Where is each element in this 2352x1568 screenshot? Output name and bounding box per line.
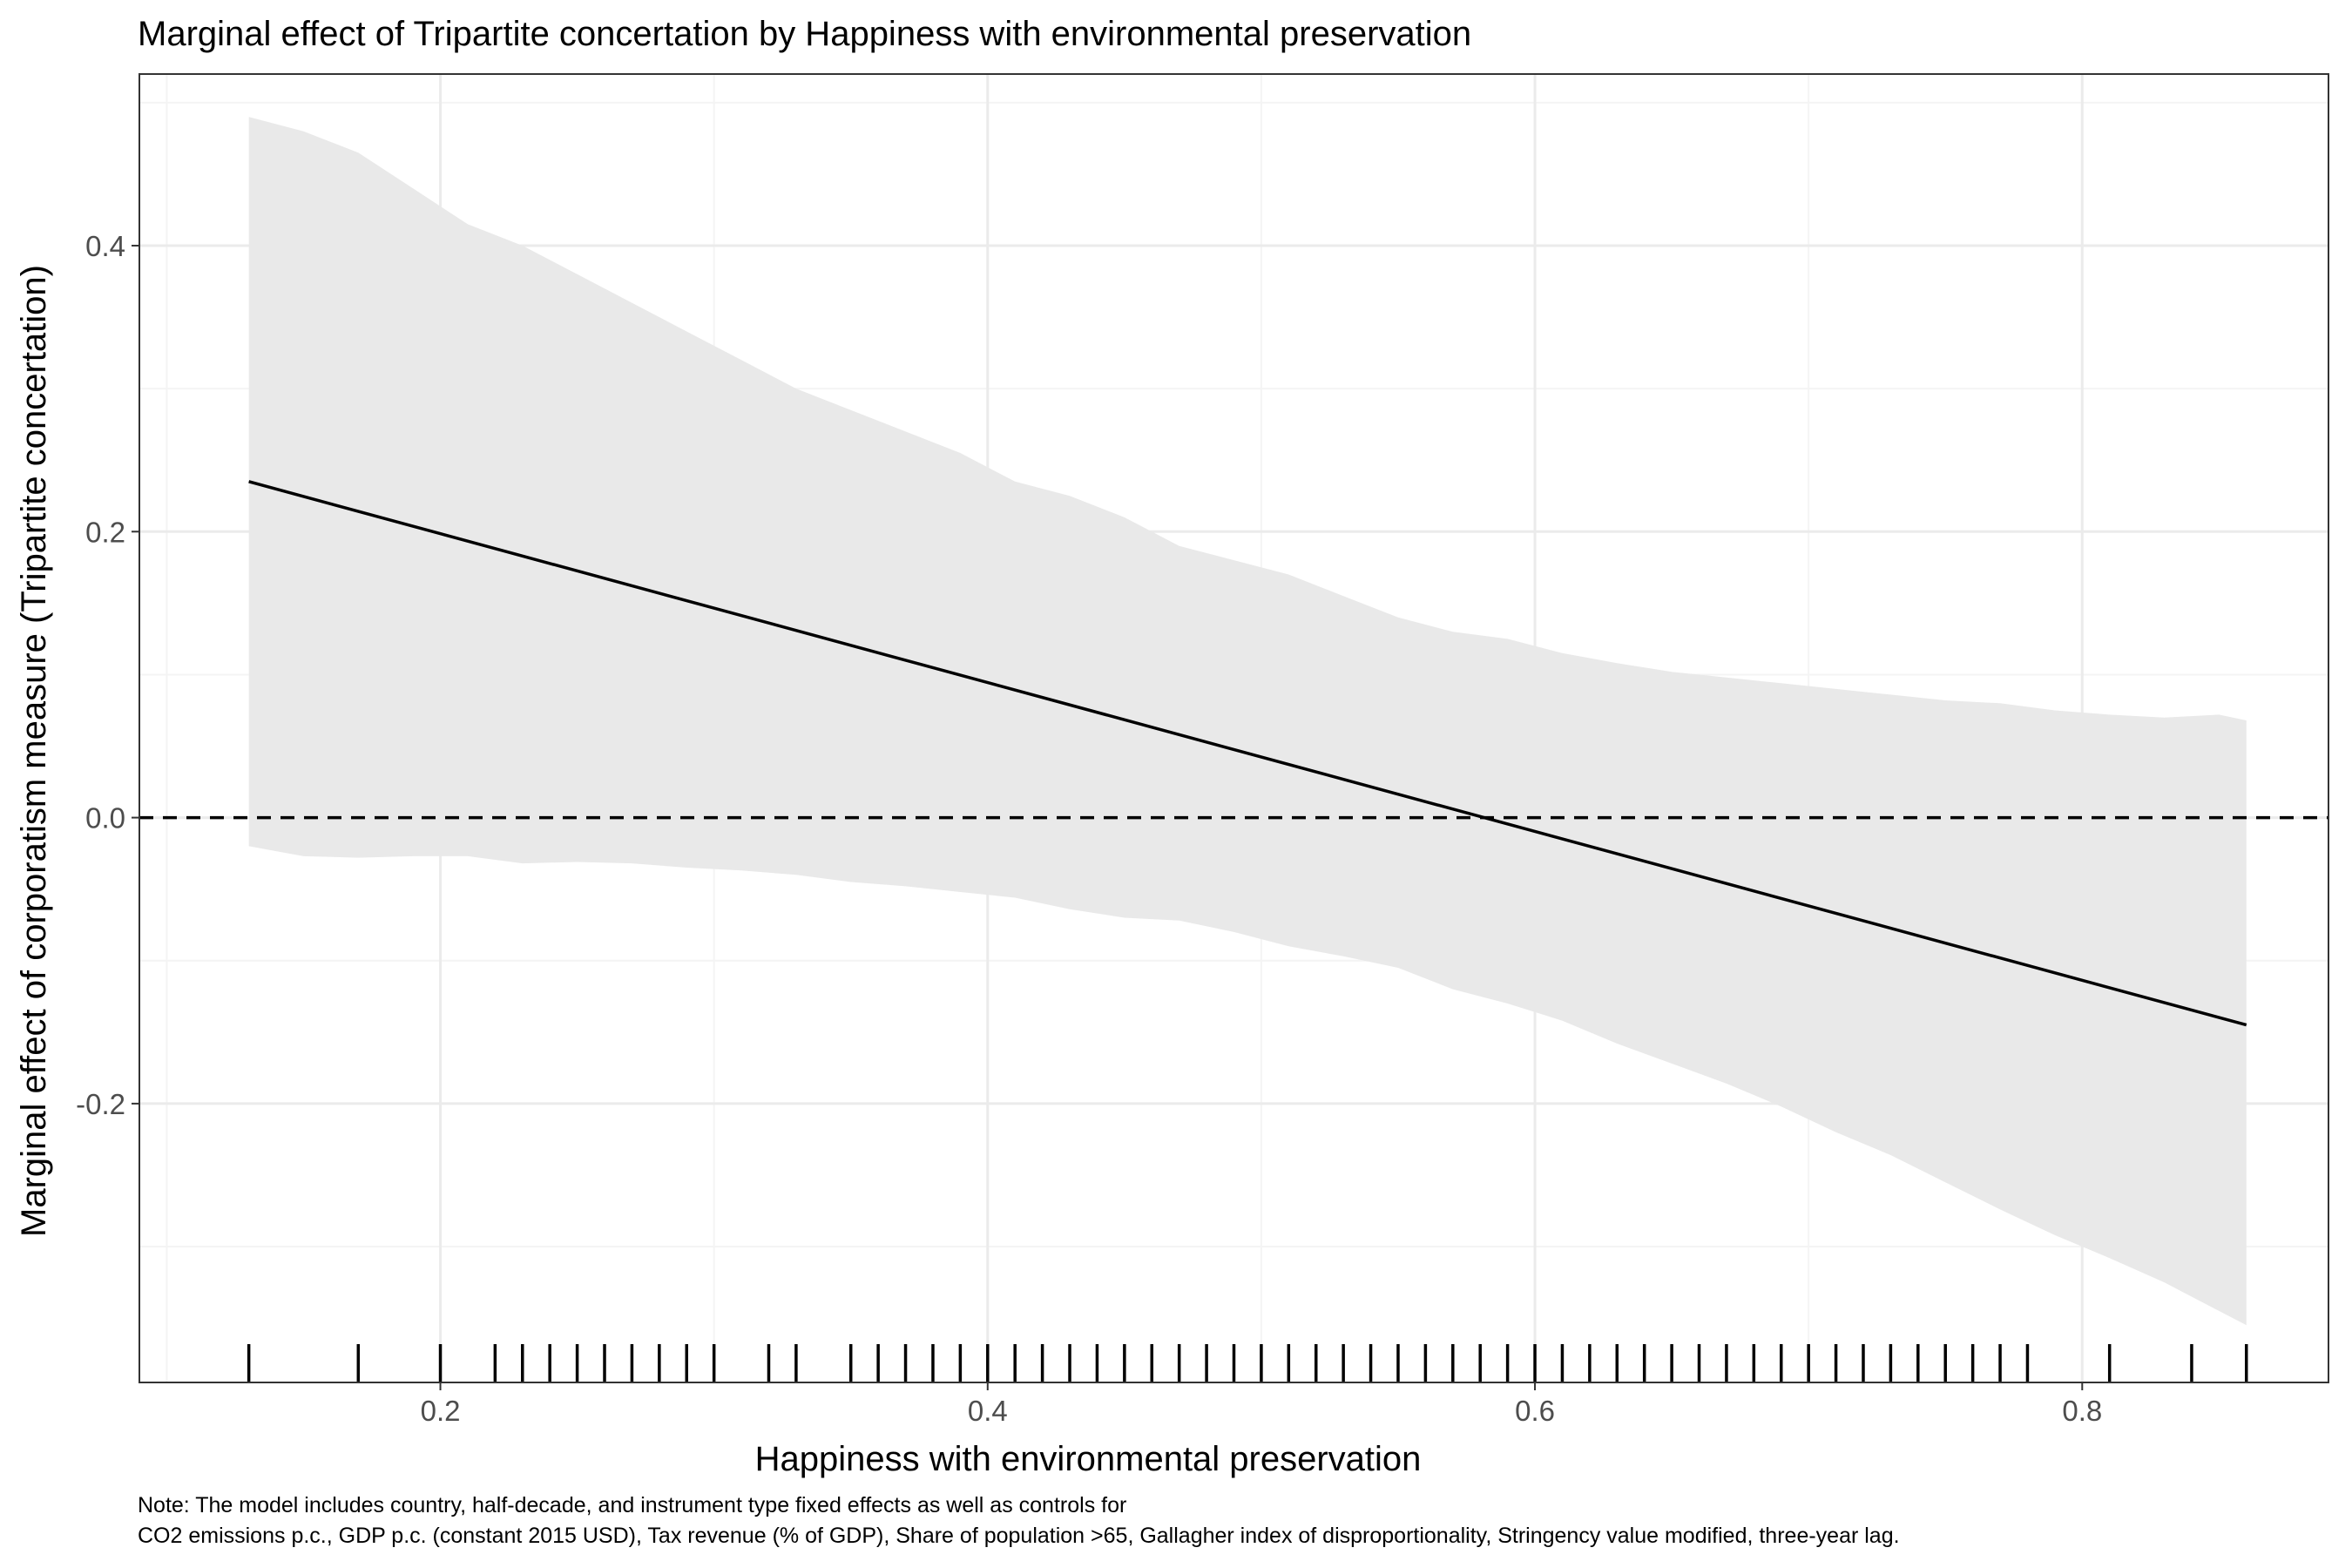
rug-marks xyxy=(247,1344,2248,1382)
y-axis: -0.2 0.0 0.2 0.4 xyxy=(76,230,139,1120)
panel-border xyxy=(139,73,2329,1383)
chart-title: Marginal effect of Tripartite concertati… xyxy=(138,15,1471,53)
confidence-ribbon xyxy=(248,117,2247,1326)
x-tick-label: 0.6 xyxy=(1515,1395,1555,1427)
x-tick-label: 0.2 xyxy=(421,1395,461,1427)
y-tick-label: 0.2 xyxy=(85,516,125,548)
note-line-2: CO2 emissions p.c., GDP p.c. (constant 2… xyxy=(138,1524,1900,1548)
marginal-effect-line xyxy=(248,480,2247,1027)
y-tick-label: 0.4 xyxy=(85,230,125,262)
x-axis-title: Happiness with environmental preservatio… xyxy=(755,1440,1422,1478)
y-axis-title: Marginal effect of corporatism measure (… xyxy=(15,265,53,1237)
y-tick-label: -0.2 xyxy=(76,1088,125,1120)
note-line-1: Note: The model includes country, half-d… xyxy=(138,1493,1126,1517)
x-axis: 0.2 0.4 0.6 0.8 xyxy=(421,1382,2102,1427)
y-tick-label: 0.0 xyxy=(85,802,125,835)
x-tick-label: 0.4 xyxy=(968,1395,1008,1427)
x-tick-label: 0.8 xyxy=(2062,1395,2102,1427)
